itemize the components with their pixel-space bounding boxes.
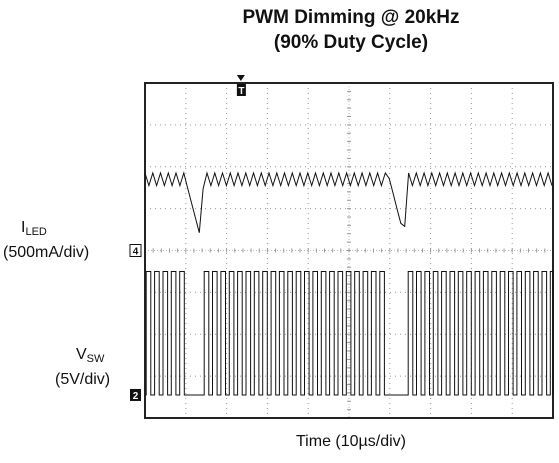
- plot-frame: [144, 82, 554, 419]
- iled-trace: [144, 171, 553, 233]
- channel-4-marker-label: 4: [133, 247, 139, 258]
- trigger-marker-box: [236, 84, 246, 96]
- trigger-arrow: [236, 75, 245, 81]
- vsw-trace: [145, 270, 554, 396]
- channel-4-marker-box: [129, 244, 142, 257]
- channel-2-marker-label: 2: [133, 391, 139, 402]
- trigger-marker-label: T: [238, 86, 244, 97]
- iled-label: ILED: [21, 219, 47, 238]
- vsw-scale: (5V/div): [55, 371, 111, 388]
- vsw-label: VSW: [76, 346, 105, 365]
- iled-scale: (500mA/div): [3, 244, 90, 261]
- chart-subtitle: (90% Duty Cycle): [273, 32, 429, 53]
- channel-2-marker-box: [130, 388, 141, 401]
- chart-title: PWM Dimming @ 20kHz: [242, 7, 460, 28]
- x-axis-label: Time (10µs/div): [296, 433, 406, 450]
